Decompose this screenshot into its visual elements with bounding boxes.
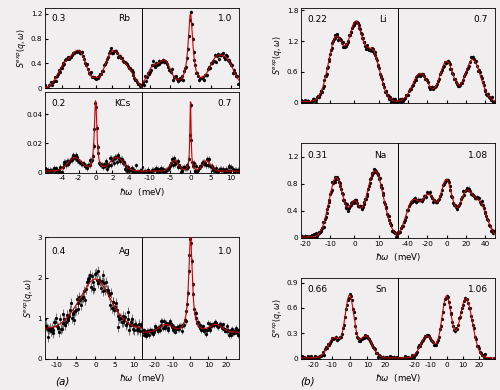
Text: 0.7: 0.7 (474, 15, 488, 25)
Text: (b): (b) (300, 376, 315, 386)
Text: 0.66: 0.66 (308, 285, 328, 294)
Text: KCs: KCs (114, 99, 130, 108)
Y-axis label: $S^{exp}(q,\omega)$: $S^{exp}(q,\omega)$ (15, 28, 28, 68)
Text: (a): (a) (56, 376, 70, 386)
Text: Na: Na (374, 151, 386, 160)
Text: 0.7: 0.7 (218, 99, 232, 108)
Text: 0.22: 0.22 (308, 15, 328, 25)
Y-axis label: $S^{exp}(q,\omega)$: $S^{exp}(q,\omega)$ (271, 299, 284, 339)
Text: 0.31: 0.31 (308, 151, 328, 160)
Text: $\hbar\omega$  (meV): $\hbar\omega$ (meV) (375, 252, 421, 263)
Text: 1.0: 1.0 (218, 14, 232, 23)
Text: 0.2: 0.2 (52, 99, 66, 108)
Text: 0.3: 0.3 (52, 14, 66, 23)
Text: 1.08: 1.08 (468, 151, 488, 160)
Text: 0.4: 0.4 (52, 247, 66, 256)
Y-axis label: $S^{exp}(q,\omega)$: $S^{exp}(q,\omega)$ (22, 278, 35, 318)
Text: Sn: Sn (375, 285, 386, 294)
Y-axis label: $S^{exp}(q,\omega)$: $S^{exp}(q,\omega)$ (271, 35, 284, 75)
Text: 1.06: 1.06 (468, 285, 488, 294)
Text: $\hbar\omega$  (meV): $\hbar\omega$ (meV) (119, 372, 165, 385)
Text: Ag: Ag (118, 247, 130, 256)
Text: Li: Li (379, 15, 386, 25)
Text: $\hbar\omega$  (meV): $\hbar\omega$ (meV) (119, 186, 165, 198)
Text: $\hbar\omega$  (meV): $\hbar\omega$ (meV) (375, 372, 421, 385)
Text: Rb: Rb (118, 14, 130, 23)
Text: 1.0: 1.0 (218, 247, 232, 256)
